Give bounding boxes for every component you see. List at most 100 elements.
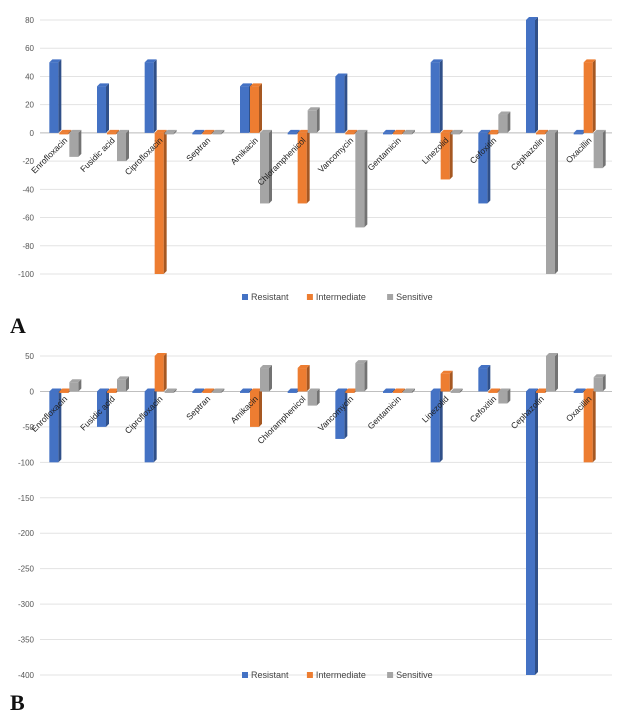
bar-resistant <box>335 388 348 439</box>
legend-label-resistant: Resistant <box>251 292 289 302</box>
y-tick-label: 0 <box>30 129 35 138</box>
bar-resistant <box>240 388 252 393</box>
legend-swatch-intermediate <box>306 672 313 678</box>
bar-sensitive <box>69 129 82 157</box>
bar-resistant <box>287 129 300 135</box>
category-label: Septran <box>184 394 212 422</box>
y-tick-label: -150 <box>18 494 35 503</box>
bar-resistant <box>573 388 586 393</box>
y-tick-label: 20 <box>25 101 34 110</box>
bar-sensitive <box>498 388 511 404</box>
bar-intermediate <box>488 388 501 393</box>
y-tick-label: 60 <box>25 44 34 53</box>
bar-sensitive <box>403 129 415 135</box>
bar-resistant <box>478 365 491 392</box>
bar-sensitive <box>260 365 272 392</box>
y-tick-label: -100 <box>18 270 35 279</box>
bar-resistant <box>478 129 491 204</box>
legend-label-intermediate: Intermediate <box>316 292 366 302</box>
panel-label-b: B <box>10 690 25 715</box>
category-label: Septran <box>184 135 212 163</box>
bar-sensitive <box>117 129 129 162</box>
y-tick-label: -40 <box>22 185 34 194</box>
bar-intermediate <box>154 129 167 274</box>
bar-intermediate <box>250 388 262 427</box>
category-label: Cephazolin <box>509 135 546 172</box>
bar-intermediate <box>154 353 167 392</box>
category-label: Enrofloxacin <box>29 135 69 175</box>
bar-resistant <box>526 17 538 133</box>
bar-intermediate <box>345 129 358 135</box>
bar-resistant <box>144 388 157 463</box>
bar-intermediate <box>583 59 596 133</box>
category-label: Enrofloxacin <box>29 394 69 434</box>
y-tick-label: -20 <box>22 157 34 166</box>
bar-resistant <box>430 59 443 133</box>
y-tick-label: -50 <box>22 423 34 432</box>
bar-sensitive <box>69 379 82 392</box>
y-tick-label: -80 <box>22 242 34 251</box>
bar-sensitive <box>450 388 463 393</box>
chart-b: 50 0 -50 -100 -150 -200 -250 -300 -350 -400 Enrofl… <box>18 352 612 680</box>
y-tick-label: 0 <box>30 387 35 396</box>
legend-label-resistant: Resistant <box>251 670 289 680</box>
bar-sensitive <box>212 129 225 135</box>
bar-sensitive <box>546 129 558 274</box>
legend-label-intermediate: Intermediate <box>316 670 366 680</box>
bar-sensitive <box>117 376 129 392</box>
panel-label-a: A <box>10 313 26 338</box>
bar-resistant <box>383 388 395 393</box>
category-label: Oxacillin <box>564 135 594 165</box>
bar-sensitive <box>593 129 606 169</box>
y-tick-label: -60 <box>22 214 34 223</box>
bar-resistant <box>383 129 395 135</box>
bar-intermediate <box>393 129 405 135</box>
bar-sensitive <box>307 388 320 406</box>
bar-intermediate <box>297 129 310 204</box>
bar-sensitive <box>355 360 368 392</box>
bar-intermediate <box>202 129 215 135</box>
bar-intermediate <box>107 129 119 135</box>
y-tick-label: 80 <box>25 16 34 25</box>
category-label: Cefoxitin <box>468 394 499 425</box>
legend-swatch-sensitive <box>387 672 394 678</box>
legend-swatch-resistant <box>242 672 248 678</box>
y-tick-label: -250 <box>18 565 35 574</box>
bar-intermediate <box>440 129 453 180</box>
bar-resistant <box>192 129 205 135</box>
category-label: Vancomycin <box>316 135 356 175</box>
bar-resistant <box>430 388 443 463</box>
bar-resistant <box>192 388 205 393</box>
category-label: Ciprofloxacin <box>123 394 165 436</box>
legend-swatch-sensitive <box>387 294 394 300</box>
y-tick-label: -350 <box>18 636 35 645</box>
bar-intermediate <box>440 370 453 392</box>
bar-sensitive <box>164 388 177 393</box>
bar-sensitive <box>164 129 177 135</box>
bar-resistant <box>97 83 109 133</box>
y-tick-label: -300 <box>18 600 35 609</box>
bar-intermediate <box>202 388 215 393</box>
bar-intermediate <box>250 83 262 133</box>
legend-label-sensitive: Sensitive <box>396 670 433 680</box>
y-tick-label: 50 <box>25 352 34 361</box>
legend-swatch-resistant <box>242 294 248 300</box>
bar-sensitive <box>498 111 511 133</box>
chart-a: 80 60 40 20 0 -20 -40 -60 -80 -100 Enrofloxacin Fus… <box>18 16 612 302</box>
bar-intermediate <box>583 388 596 463</box>
bar-sensitive <box>593 374 606 392</box>
bar-intermediate <box>59 129 72 135</box>
bar-sensitive <box>260 129 272 204</box>
bar-resistant <box>526 388 538 675</box>
bar-resistant <box>49 388 62 463</box>
category-label: Gentamicin <box>365 394 403 432</box>
category-label: Fusidic acid <box>78 135 117 174</box>
y-tick-label: -100 <box>18 458 35 467</box>
bar-intermediate <box>297 365 310 392</box>
bar-sensitive <box>403 388 415 393</box>
bar-intermediate <box>536 129 548 135</box>
bar-sensitive <box>450 129 463 135</box>
y-tick-label: -400 <box>18 671 35 680</box>
bar-sensitive <box>212 388 225 393</box>
y-tick-label: -200 <box>18 529 35 538</box>
